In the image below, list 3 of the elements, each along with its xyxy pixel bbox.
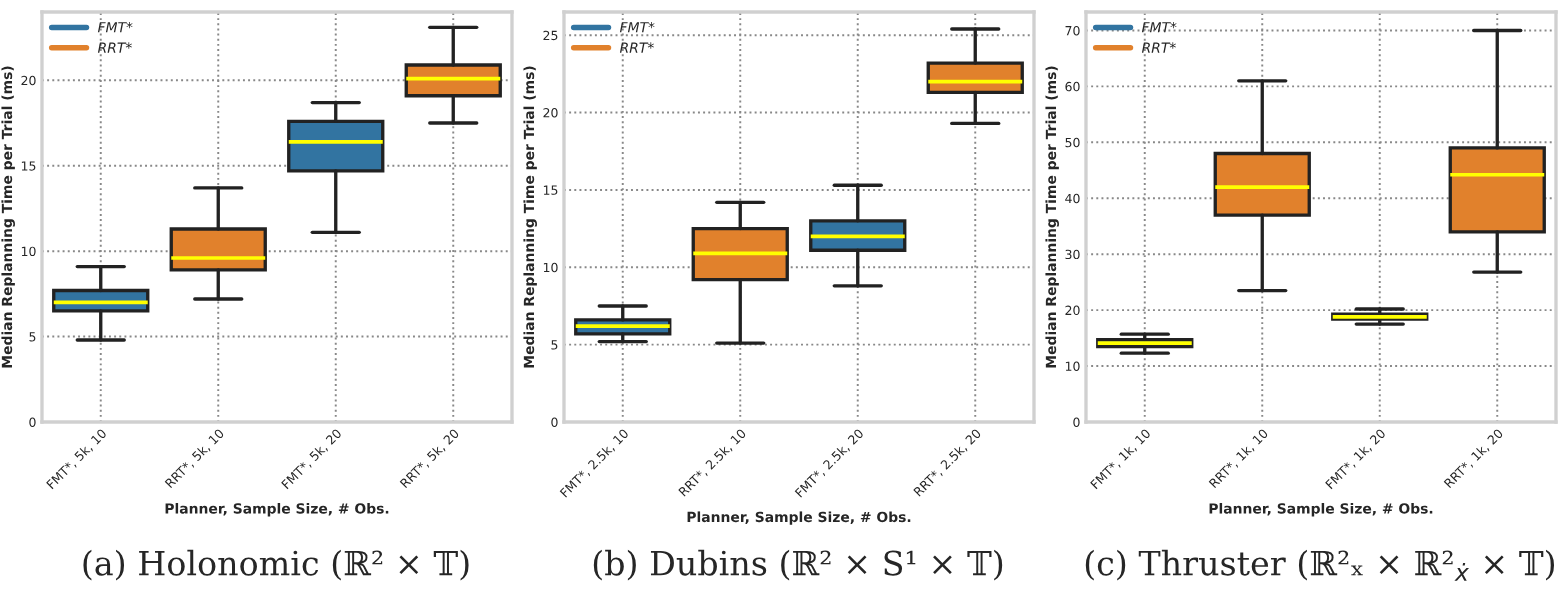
text: (a) Holonomic (ℝ² × 𝕋) xyxy=(83,549,469,581)
text: (b) Dubins (ℝ² × S¹ × 𝕋) xyxy=(593,549,1003,581)
text: (c) Thruster (ℝ²ₓ × ℝ²$_{ẋ}$ × 𝕋) xyxy=(1085,549,1555,581)
